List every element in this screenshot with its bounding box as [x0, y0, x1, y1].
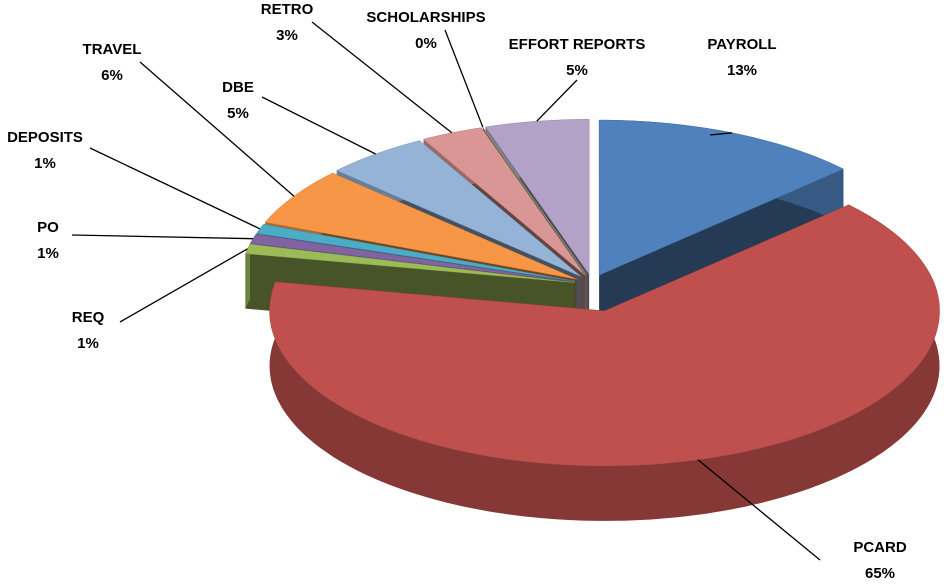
- value-label: 1%: [77, 335, 99, 352]
- leader-line: [709, 132, 733, 136]
- slice-side: [245, 244, 250, 309]
- value-label: 5%: [566, 62, 588, 79]
- value-label: 6%: [101, 67, 123, 84]
- leader-line: [444, 29, 484, 128]
- leader-line: [119, 248, 248, 323]
- value-label: 1%: [37, 245, 59, 262]
- value-label: 0%: [415, 35, 437, 52]
- value-label: 1%: [34, 155, 56, 172]
- value-label: 13%: [727, 62, 757, 79]
- slice-label: SCHOLARSHIPS: [366, 9, 485, 26]
- slice-label: RETRO: [261, 1, 314, 18]
- slice-label: EFFORT REPORTS: [509, 36, 646, 53]
- leader-line: [311, 21, 453, 134]
- slice-label: PAYROLL: [707, 36, 776, 53]
- slice-label: DBE: [222, 79, 254, 96]
- slice: [249, 233, 575, 283]
- leader-line: [139, 61, 295, 197]
- leader-line: [697, 459, 821, 561]
- slice-label: PCARD: [853, 539, 907, 556]
- leader-line: [261, 96, 376, 155]
- value-label: 3%: [276, 27, 298, 44]
- slice-label: DEPOSITS: [7, 129, 83, 146]
- slice-label: PO: [37, 219, 59, 236]
- leader-line: [536, 79, 578, 122]
- slice-label: REQ: [72, 309, 105, 326]
- slice: [256, 224, 576, 282]
- slice: [336, 140, 582, 277]
- leader-line: [71, 234, 254, 240]
- leader-line: [89, 147, 261, 230]
- slice-label: TRAVEL: [83, 41, 142, 58]
- slice: [485, 119, 590, 276]
- value-label: 5%: [227, 105, 249, 122]
- value-label: 65%: [865, 565, 895, 582]
- slice: [245, 243, 575, 283]
